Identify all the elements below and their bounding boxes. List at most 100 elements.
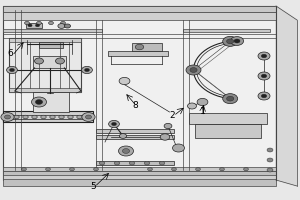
Circle shape	[22, 168, 26, 171]
Circle shape	[41, 115, 46, 119]
Circle shape	[4, 115, 10, 119]
Polygon shape	[276, 6, 297, 186]
Circle shape	[10, 68, 14, 72]
Circle shape	[148, 168, 152, 171]
Circle shape	[1, 113, 14, 121]
Circle shape	[197, 98, 208, 106]
Circle shape	[85, 115, 91, 119]
Circle shape	[118, 146, 134, 156]
Circle shape	[58, 24, 65, 28]
Circle shape	[59, 115, 64, 119]
Circle shape	[82, 66, 92, 74]
Bar	[3, 171, 276, 175]
Circle shape	[112, 122, 116, 126]
Circle shape	[159, 161, 165, 165]
Circle shape	[267, 148, 273, 152]
Circle shape	[129, 161, 135, 165]
Bar	[33, 92, 69, 112]
Circle shape	[37, 21, 41, 25]
Circle shape	[258, 52, 270, 60]
Bar	[3, 29, 102, 32]
Circle shape	[220, 168, 224, 171]
Circle shape	[50, 115, 55, 119]
Bar	[132, 43, 162, 51]
Bar	[9, 38, 81, 92]
Text: 1: 1	[200, 107, 205, 116]
Bar	[3, 12, 276, 20]
Bar	[96, 135, 174, 139]
Circle shape	[188, 103, 196, 109]
Circle shape	[46, 168, 50, 171]
Circle shape	[196, 168, 200, 171]
Bar	[108, 51, 168, 56]
Circle shape	[68, 115, 73, 119]
Bar	[3, 167, 276, 171]
Circle shape	[261, 94, 267, 98]
Bar	[195, 124, 261, 138]
Circle shape	[119, 77, 130, 85]
Circle shape	[226, 39, 234, 44]
Circle shape	[267, 168, 273, 172]
Circle shape	[14, 115, 19, 119]
Circle shape	[190, 68, 197, 72]
Circle shape	[86, 115, 91, 119]
Circle shape	[32, 115, 37, 119]
Bar	[3, 179, 276, 186]
Text: 2: 2	[169, 111, 175, 120]
Text: 8: 8	[132, 101, 138, 110]
Bar	[189, 113, 267, 124]
Text: 5: 5	[90, 182, 96, 191]
Circle shape	[28, 24, 32, 27]
Circle shape	[244, 168, 248, 171]
Circle shape	[267, 158, 273, 162]
Circle shape	[114, 161, 120, 165]
Circle shape	[82, 113, 95, 121]
Circle shape	[258, 72, 270, 80]
Circle shape	[7, 66, 17, 74]
Circle shape	[144, 161, 150, 165]
Bar	[96, 129, 174, 133]
Circle shape	[109, 120, 119, 128]
Circle shape	[122, 149, 130, 153]
Bar	[26, 23, 42, 28]
Circle shape	[25, 21, 29, 25]
Circle shape	[261, 74, 267, 78]
Circle shape	[99, 161, 105, 165]
Circle shape	[34, 58, 43, 64]
Circle shape	[223, 94, 238, 104]
Circle shape	[186, 65, 201, 75]
Circle shape	[172, 168, 176, 171]
Bar	[183, 29, 270, 32]
Circle shape	[5, 115, 10, 119]
Circle shape	[119, 134, 127, 138]
Circle shape	[261, 54, 267, 58]
Circle shape	[64, 24, 70, 28]
Circle shape	[234, 39, 240, 43]
Circle shape	[70, 168, 74, 171]
Bar	[9, 88, 81, 92]
Circle shape	[56, 58, 64, 64]
Circle shape	[164, 123, 172, 129]
Circle shape	[94, 168, 98, 171]
Circle shape	[172, 144, 184, 152]
Circle shape	[77, 115, 82, 119]
Text: 6: 6	[8, 49, 13, 58]
Bar	[96, 161, 174, 165]
Circle shape	[32, 97, 46, 107]
Bar	[3, 6, 276, 180]
Bar	[3, 111, 93, 122]
Circle shape	[61, 21, 65, 25]
Circle shape	[226, 96, 234, 101]
Circle shape	[223, 36, 238, 46]
Bar	[39, 42, 63, 48]
Bar	[3, 6, 276, 12]
Circle shape	[35, 100, 43, 104]
Circle shape	[85, 68, 89, 72]
Circle shape	[135, 44, 144, 50]
Circle shape	[230, 37, 244, 45]
Bar	[33, 56, 66, 68]
Circle shape	[35, 24, 40, 27]
Circle shape	[23, 115, 28, 119]
Circle shape	[160, 134, 170, 140]
Circle shape	[49, 21, 53, 25]
